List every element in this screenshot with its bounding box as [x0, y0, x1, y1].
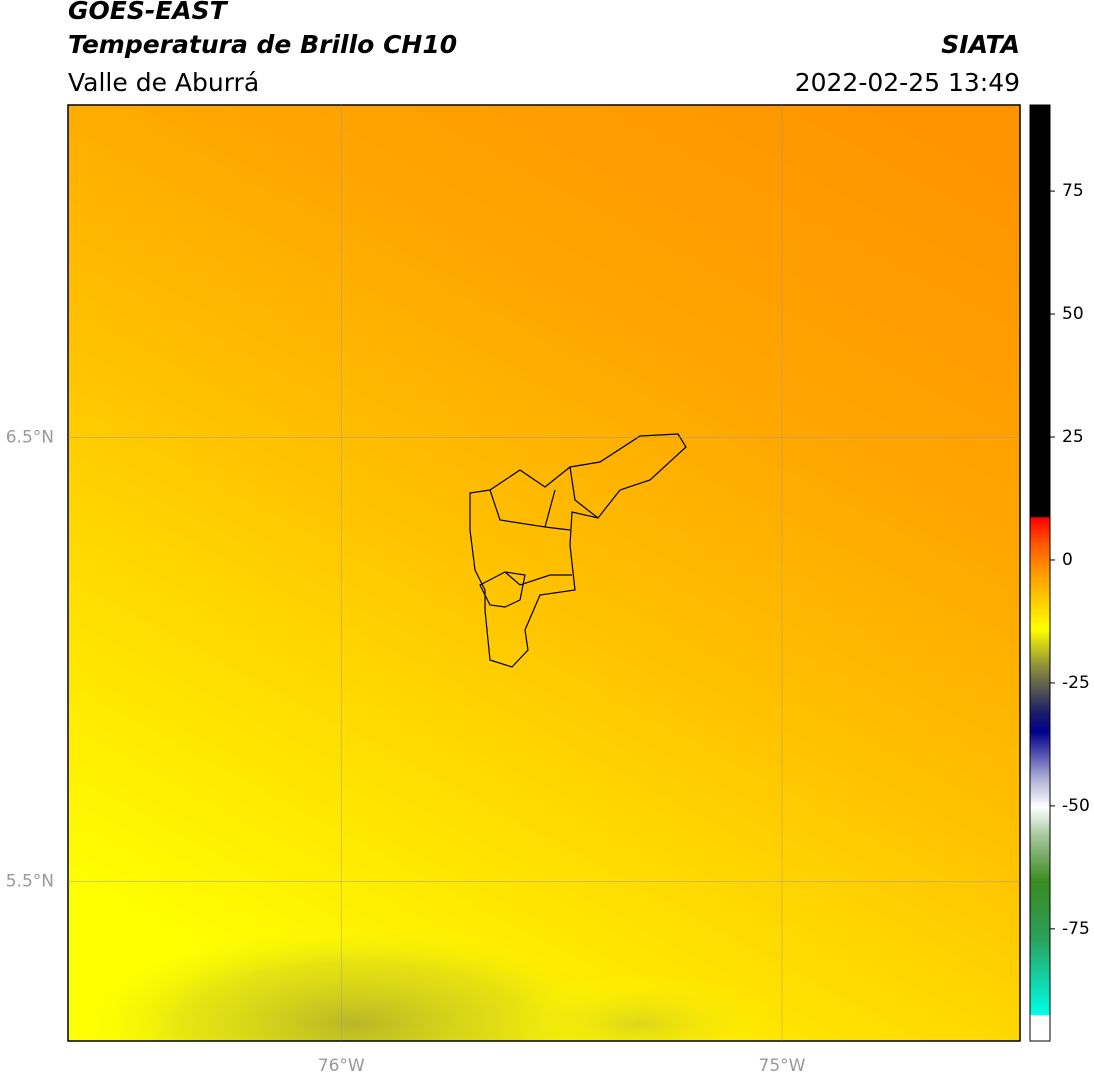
municipality-boundaries: [469, 433, 687, 668]
colorbar-tick-label: 50: [1062, 304, 1084, 324]
x-tick-label: 75°W: [759, 1056, 806, 1076]
colorbar-tick-label: 0: [1062, 550, 1073, 570]
datetime: 2022-02-25 13:49: [795, 68, 1020, 97]
colorbar: [1029, 104, 1051, 1042]
y-tick-label: 5.5°N: [6, 871, 54, 891]
colorbar-tick-label: 75: [1062, 181, 1084, 201]
region: Valle de Aburrá: [68, 68, 259, 97]
colorbar-tick-label: 25: [1062, 427, 1084, 447]
y-tick-label: 6.5°N: [6, 428, 54, 448]
colorbar-tick-label: -50: [1062, 796, 1090, 816]
colorbar-tick-label: -25: [1062, 673, 1090, 693]
subtitle: Temperatura de Brillo CH10: [68, 30, 457, 59]
map: [67, 104, 1021, 1042]
source: SIATA: [941, 30, 1020, 59]
x-tick-label: 76°W: [318, 1056, 365, 1076]
map-frame: [67, 104, 1021, 1042]
cold-area: [68, 700, 1020, 1041]
title: GOES-EAST: [68, 0, 229, 25]
colorbar-tick-label: -75: [1062, 919, 1090, 939]
